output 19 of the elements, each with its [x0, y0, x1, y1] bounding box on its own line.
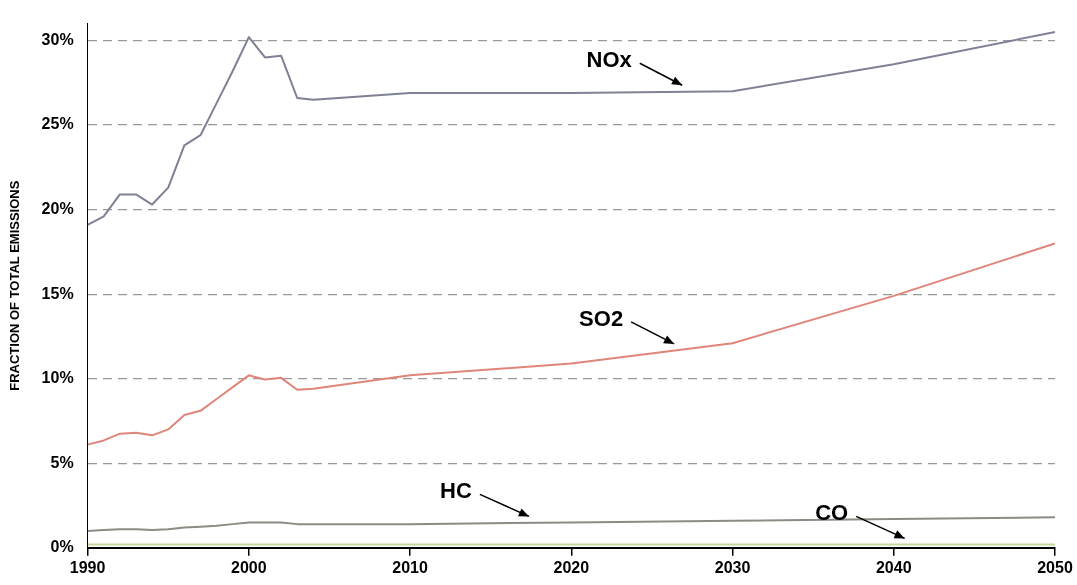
x-tick-label: 2000 [231, 558, 267, 576]
y-tick-label: 5% [50, 453, 74, 471]
y-tick-label: 20% [41, 200, 74, 218]
y-tick-label: 15% [41, 284, 74, 302]
x-tick-label: 2040 [875, 558, 912, 576]
annotation: HC [440, 478, 472, 504]
y-axis-title: FRACTION OF TOTAL EMISSIONS [7, 180, 23, 391]
y-tick-label: 0% [50, 538, 74, 556]
x-tick-label: 1990 [69, 558, 106, 576]
y-tick-label: 30% [41, 30, 74, 48]
annotation: CO [815, 500, 849, 526]
annotation: SO2 [579, 306, 624, 332]
x-tick-label: 2030 [714, 558, 751, 576]
y-tick-label: 10% [41, 369, 74, 387]
x-tick-label: 2010 [392, 558, 428, 576]
x-tick-label: 2020 [553, 558, 590, 576]
y-tick-label: 25% [41, 115, 74, 133]
annotation: NOx [586, 47, 633, 73]
x-tick-label: 2050 [1037, 558, 1073, 576]
